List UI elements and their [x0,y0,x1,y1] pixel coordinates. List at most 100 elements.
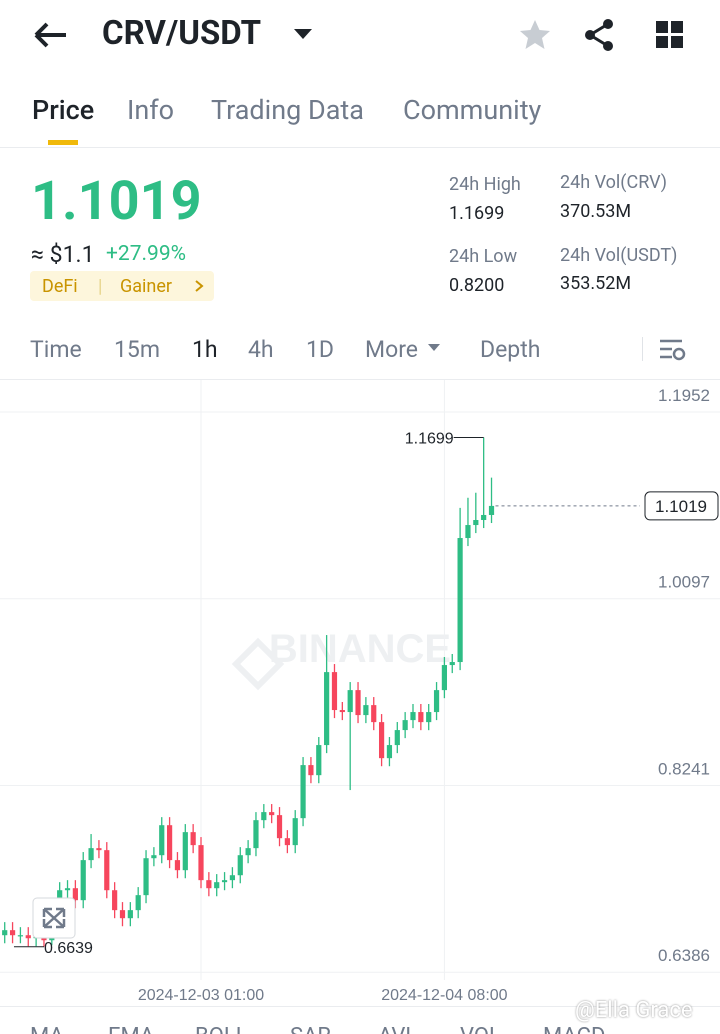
indicator[interactable]: SAR [290,1024,331,1034]
candle-body [221,880,228,883]
stat-value: 353.52M [560,273,632,294]
chart-settings[interactable] [659,338,687,362]
tag[interactable]: Gainer [120,276,173,297]
interval[interactable]: 4h [248,336,274,363]
candle-body [378,722,385,759]
high-label: 1.1699 [405,430,454,447]
tag-arrow [195,280,204,292]
share-button[interactable] [582,18,616,52]
candle-body [300,765,306,819]
interval[interactable]: Depth [480,336,541,363]
pair-dropdown[interactable] [292,26,314,42]
candle-body [166,825,173,861]
candle-body [190,832,196,846]
candle-body [198,845,204,881]
candle-body [174,860,181,871]
interval[interactable]: Time [30,336,82,363]
candle-body [229,875,236,881]
candle-body [355,690,361,716]
candle-body [276,815,283,839]
candle-body [473,520,479,526]
candle-body [402,720,408,731]
candle-body [182,832,188,871]
candle-body [441,665,448,691]
indicator[interactable]: EMA [108,1024,154,1034]
candle-body [316,745,322,776]
candle-body [119,910,126,919]
candle-body [371,705,377,723]
tab-underline [48,140,78,145]
candle-body [269,812,275,816]
candle-body [80,860,86,901]
candle-body [292,818,298,846]
candle-body [2,930,8,936]
tab[interactable]: Trading Data [211,94,364,126]
candle-body [481,514,487,521]
x-tick-label: 2024-12-04 08:00 [381,987,507,1004]
candle-body [64,888,71,891]
candle-body [151,855,157,859]
candle-body [324,672,330,746]
y-tick-label: 0.8241 [658,760,710,779]
candle-body [127,910,133,919]
back-button[interactable] [30,18,70,52]
candle-body [308,765,314,776]
tab[interactable]: Community [403,94,542,126]
divider [642,337,643,361]
tab[interactable]: Info [127,94,175,126]
candle-body [347,690,353,713]
credit: @Ella Grace [575,998,693,1023]
interval[interactable]: 1D [306,336,335,363]
candle-body [284,838,290,846]
indicator[interactable]: BOLL [195,1024,248,1034]
candle-body [237,855,243,876]
candle-body [143,858,149,896]
candle-body [433,690,440,713]
candle-body [206,880,212,889]
candle-body [488,505,495,515]
stat-value: 0.8200 [449,275,505,296]
stat-label: 24h Vol(USDT) [560,245,678,266]
expand-button[interactable] [32,897,76,939]
stat-value: 1.1699 [449,203,505,224]
favorite-star[interactable] [518,18,552,52]
candle-body [331,672,338,711]
tag[interactable]: DeFi [42,276,78,297]
stat-value: 370.53M [560,201,632,222]
last-price-label: 1.1019 [655,497,707,516]
candle-body [104,850,110,891]
divider [0,1006,720,1007]
interval[interactable]: 1h [192,336,218,363]
candlestick-chart: BINANCE 1.1952 1.0097 0.8241 0.6386 2024-12-… [0,380,720,1004]
candle-body [214,882,220,889]
candle-body [245,848,251,856]
watermark: BINANCE [269,627,451,671]
interval[interactable]: More [365,336,418,363]
candle-body [418,712,424,723]
candle-body [410,712,416,721]
last-price: 1.1019 [31,170,202,233]
more-dropdown[interactable] [427,343,441,353]
indicator[interactable]: MA [30,1024,64,1034]
grid-button[interactable] [655,20,685,50]
candle-body [426,712,432,723]
stat-label: 24h High [449,174,521,195]
candle-body [25,935,31,939]
stat-label: 24h Low [449,246,518,267]
interval[interactable]: 15m [114,336,161,363]
pair-title[interactable]: CRV/USDT [102,14,262,53]
last-price-tag [644,491,719,521]
candle-body [17,935,24,937]
candle-body [159,825,165,856]
candle-body [9,930,16,936]
watermark-logo [231,637,285,691]
indicator[interactable]: AVL [378,1024,417,1034]
indicator[interactable]: VOL [460,1024,501,1034]
candle-body [465,525,471,539]
low-label: 0.6639 [44,940,93,957]
candle-body [363,705,369,716]
tag-pill[interactable] [30,271,214,301]
indicator[interactable]: MACD [543,1024,605,1034]
tab[interactable]: Price [32,94,95,126]
